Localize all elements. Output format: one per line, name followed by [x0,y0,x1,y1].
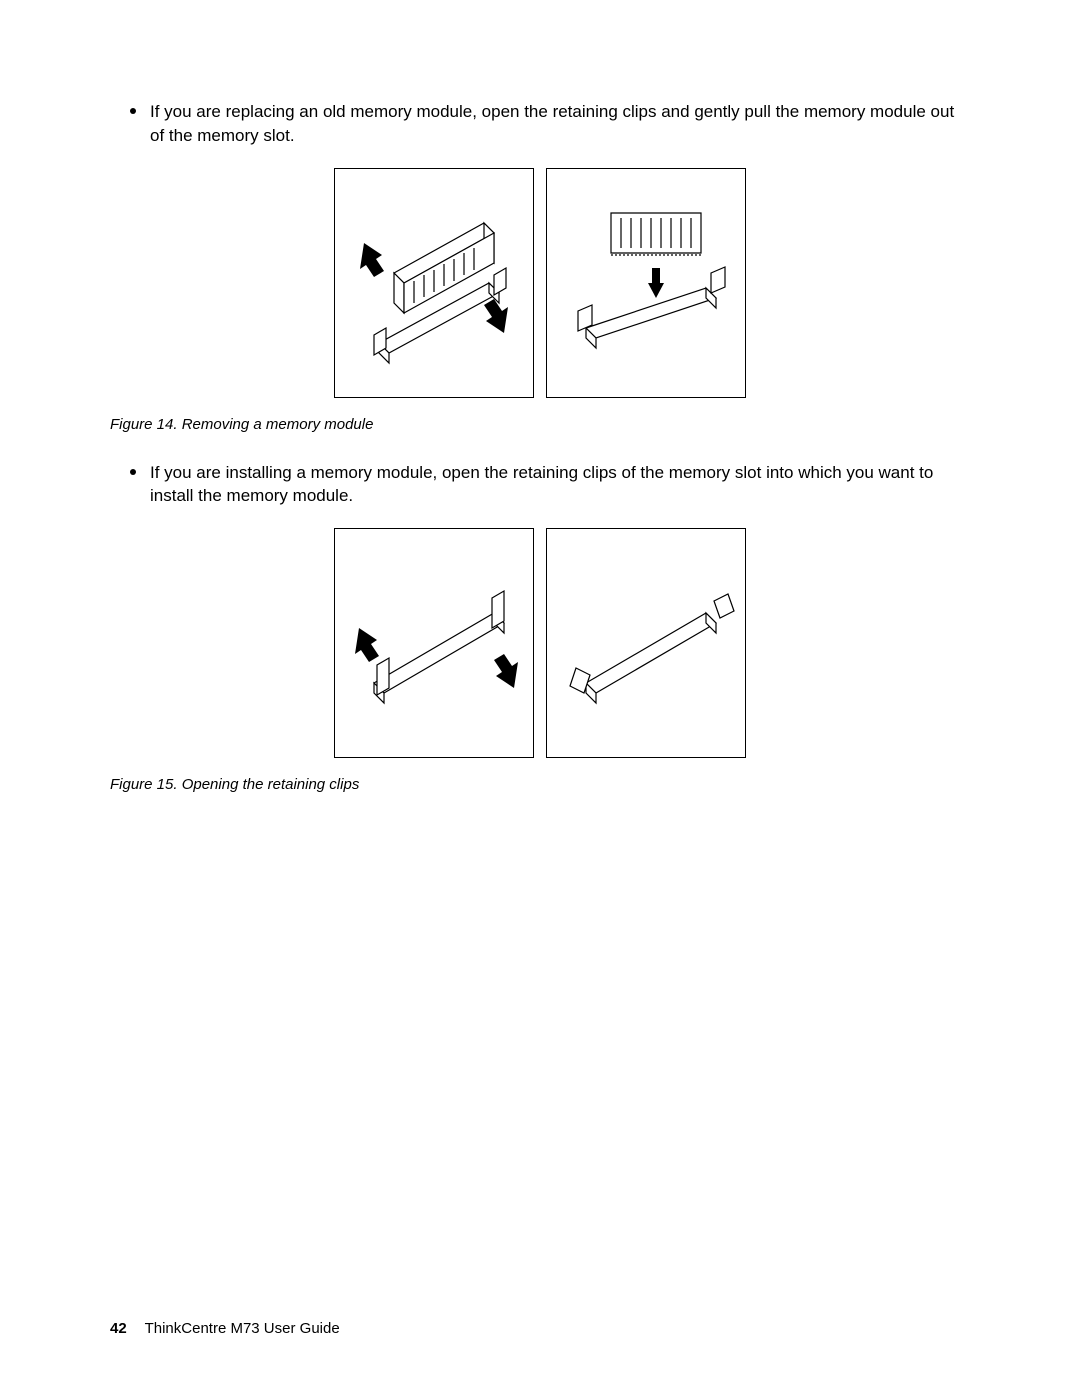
page-content: If you are replacing an old memory modul… [0,0,1080,1397]
bullet-text-2: If you are installing a memory module, o… [150,461,970,509]
figure-15-group [110,528,970,758]
memory-remove-right-icon [556,183,736,383]
figure-14-right [546,168,746,398]
bullet-dot [130,108,136,114]
bullet-item-2: If you are installing a memory module, o… [130,461,970,509]
figure-14-caption: Figure 14. Removing a memory module [110,416,970,433]
memory-remove-left-icon [344,183,524,383]
figure-15-caption: Figure 15. Opening the retaining clips [110,776,970,793]
doc-title: ThinkCentre M73 User Guide [145,1320,340,1337]
clips-open-left-icon [344,543,524,743]
bullet-text-1: If you are replacing an old memory modul… [150,100,970,148]
bullet-dot [130,469,136,475]
figure-15-left [334,528,534,758]
page-footer: 42 ThinkCentre M73 User Guide [110,1320,340,1337]
figure-14-left [334,168,534,398]
clips-open-right-icon [556,543,736,743]
bullet-item-1: If you are replacing an old memory modul… [130,100,970,148]
figure-15-right [546,528,746,758]
page-number: 42 [110,1320,127,1337]
figure-14-group [110,168,970,398]
